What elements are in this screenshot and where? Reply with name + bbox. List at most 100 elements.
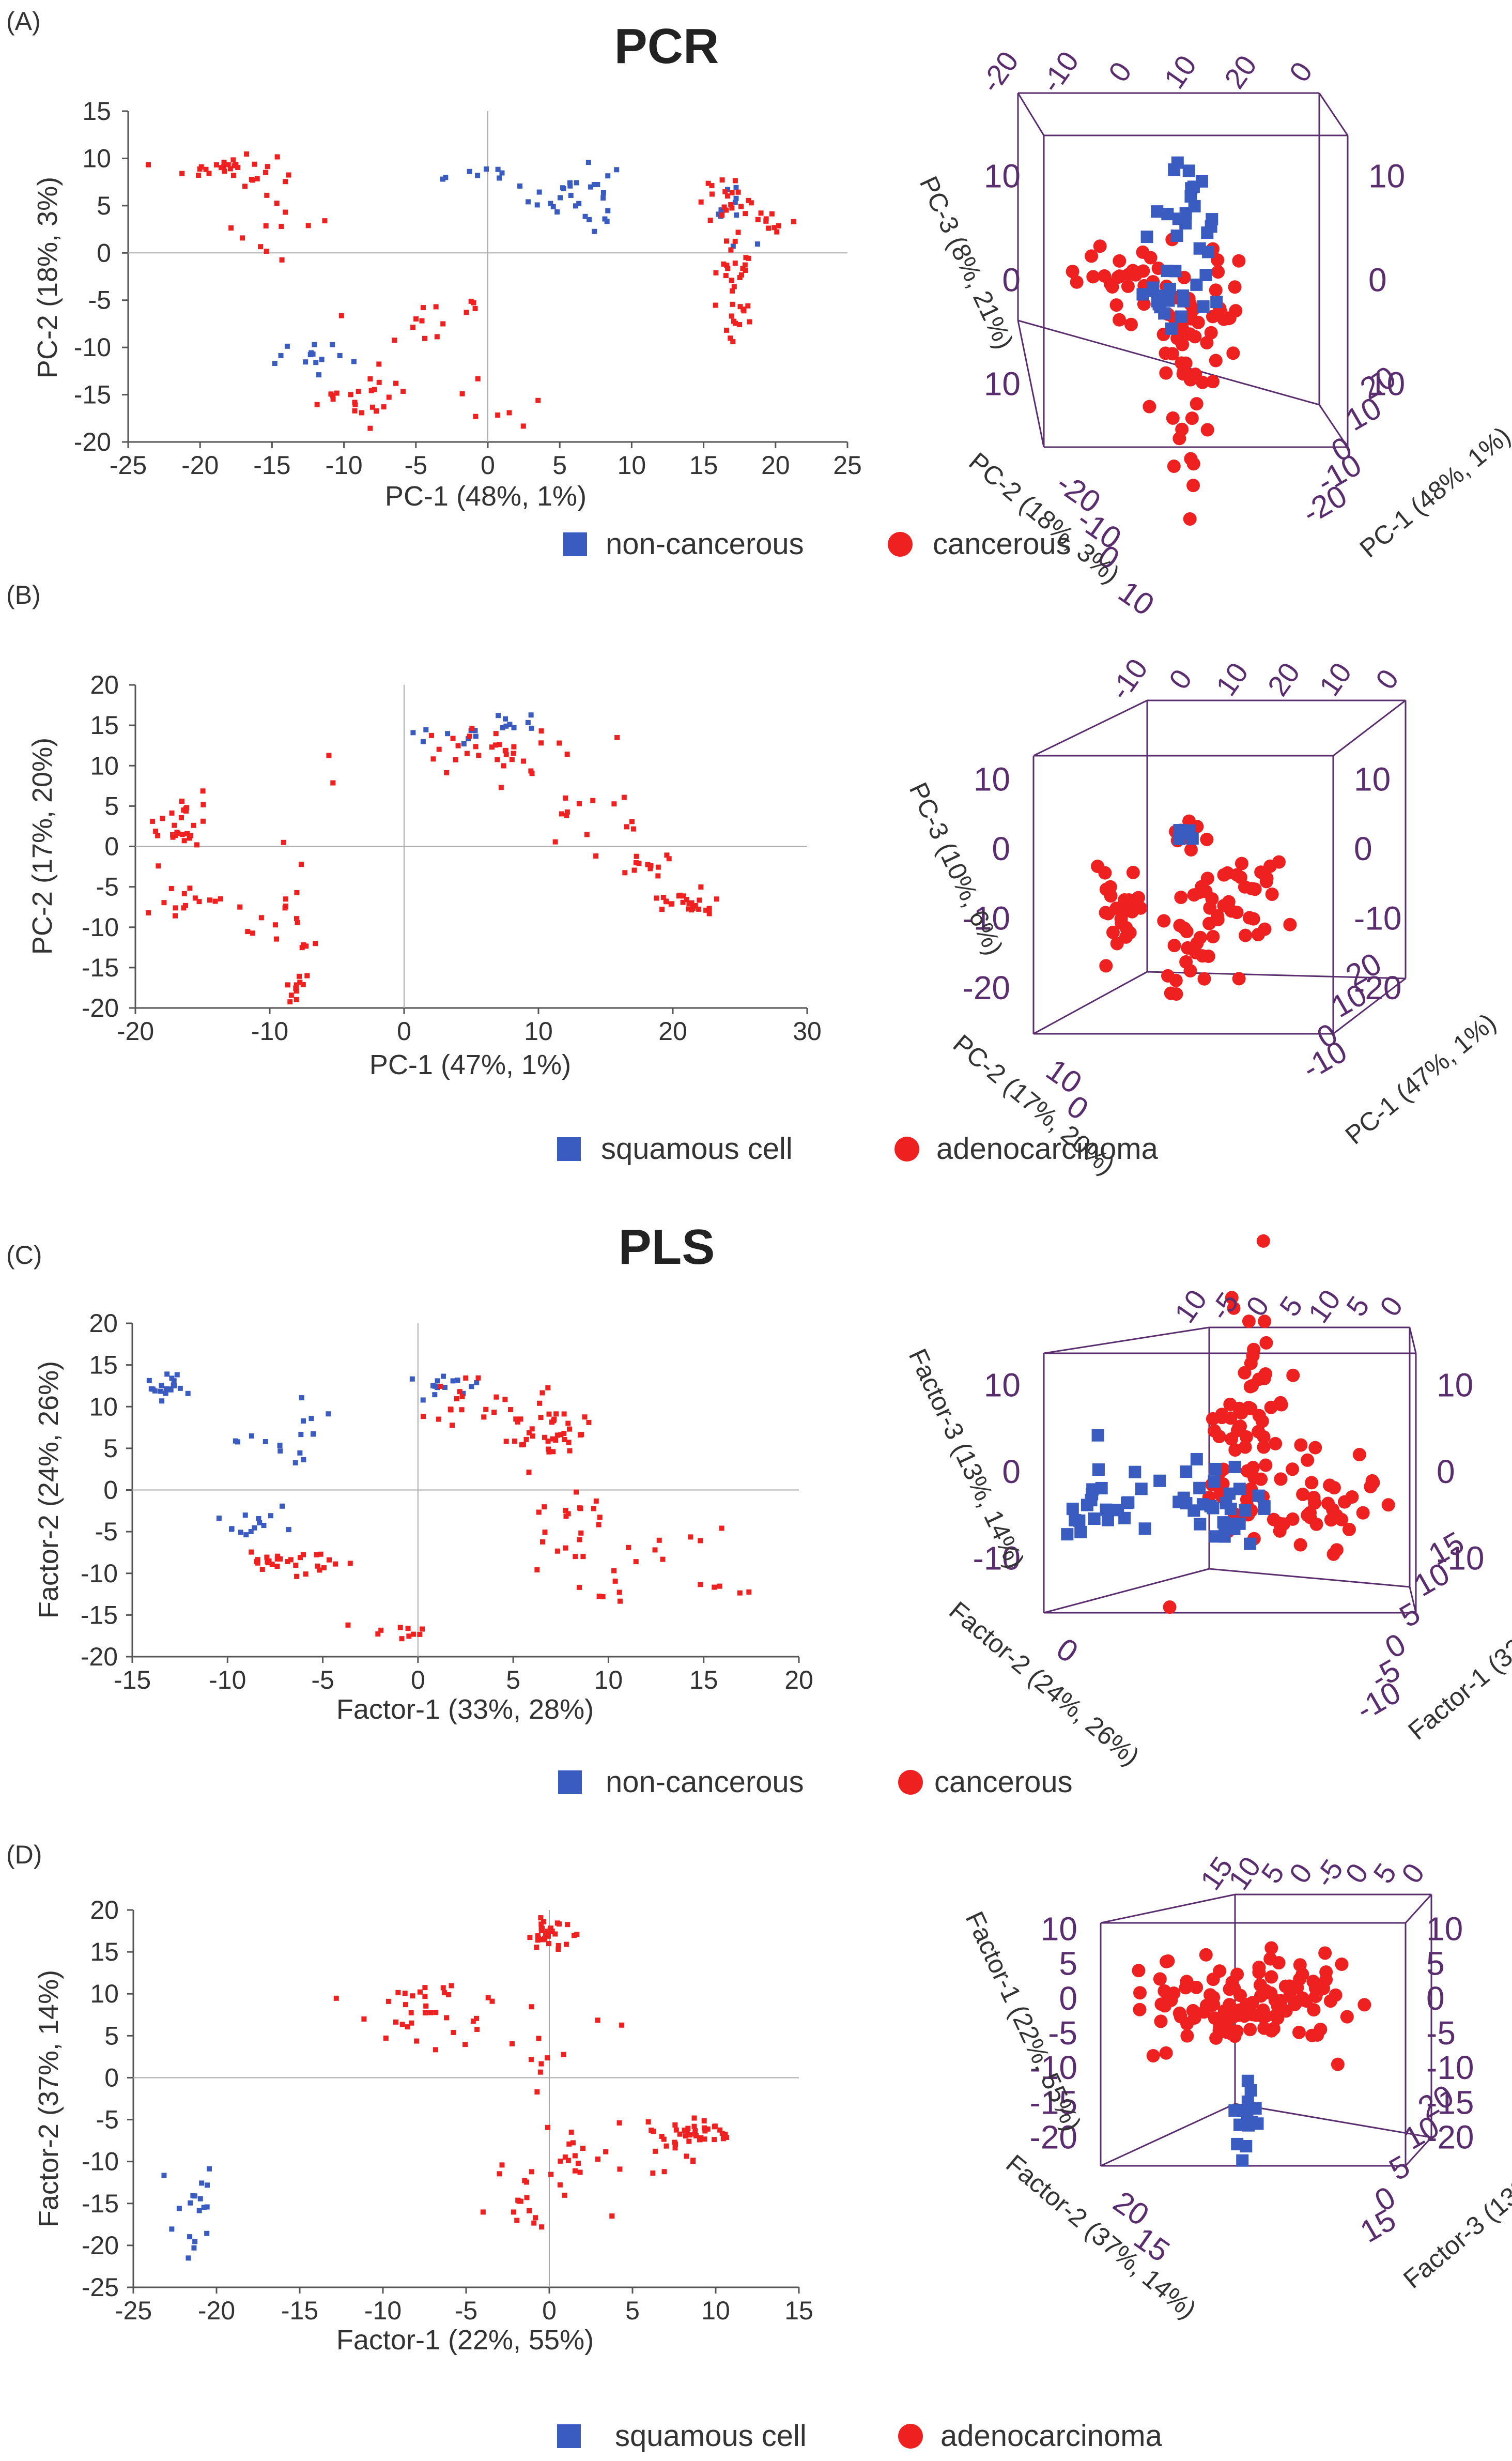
data-point-3d-red bbox=[1243, 2023, 1257, 2037]
data-point-red bbox=[559, 811, 564, 817]
data-point-red bbox=[514, 2218, 520, 2223]
data-point-3d-red bbox=[1208, 2011, 1222, 2025]
cube-edge bbox=[1017, 93, 1045, 136]
data-point-red bbox=[476, 753, 482, 758]
data-point-3d-red bbox=[1190, 397, 1204, 411]
cube-edge bbox=[1100, 2103, 1236, 2167]
data-point-red bbox=[577, 2169, 583, 2175]
data-point-red bbox=[207, 897, 212, 903]
data-point-red bbox=[293, 1563, 299, 1568]
cube-right-tick-label: 10 bbox=[1437, 1367, 1473, 1404]
data-point-red bbox=[448, 1407, 453, 1412]
data-point-blue bbox=[503, 723, 509, 729]
y-tick-label: 15 bbox=[82, 97, 111, 126]
data-point-red bbox=[686, 906, 691, 912]
data-point-red bbox=[720, 2136, 726, 2142]
data-point-3d-blue bbox=[1179, 217, 1192, 230]
data-point-3d-blue bbox=[1185, 182, 1198, 195]
data-point-3d-red bbox=[1301, 1453, 1315, 1467]
data-point-red bbox=[410, 325, 416, 330]
data-point-3d-red bbox=[1164, 986, 1178, 1000]
data-point-red bbox=[501, 763, 506, 769]
data-point-red bbox=[212, 898, 218, 904]
data-point-3d-blue bbox=[1088, 1512, 1101, 1525]
y-tick-label: 5 bbox=[104, 791, 119, 820]
data-point-red bbox=[173, 833, 178, 838]
data-point-3d-blue bbox=[1193, 1481, 1206, 1494]
data-point-3d-red bbox=[1099, 882, 1113, 896]
data-point-red bbox=[179, 832, 185, 837]
data-point-3d-red bbox=[1227, 1301, 1241, 1315]
data-point-3d-blue bbox=[1236, 2154, 1249, 2167]
data-point-red bbox=[269, 1562, 275, 1567]
data-point-3d-red bbox=[1286, 1512, 1300, 1526]
data-point-blue bbox=[591, 181, 597, 187]
data-point-red bbox=[660, 895, 666, 900]
data-point-3d-red bbox=[1179, 955, 1193, 969]
data-point-red bbox=[509, 757, 515, 762]
data-point-red bbox=[529, 1426, 535, 1432]
x-tick-label: -20 bbox=[198, 2296, 235, 2325]
data-point-3d-red bbox=[1207, 1997, 1221, 2011]
data-point-3d-blue bbox=[1100, 1503, 1113, 1516]
data-point-3d-red bbox=[1283, 1989, 1297, 2003]
data-point-red bbox=[697, 897, 702, 903]
red-circle-marker-icon bbox=[898, 1770, 923, 1795]
data-point-red bbox=[345, 1622, 351, 1628]
data-point-red bbox=[565, 1420, 571, 1426]
data-point-red bbox=[367, 376, 373, 382]
y-tick-label: -15 bbox=[74, 380, 111, 409]
data-point-red bbox=[230, 157, 236, 163]
data-point-red bbox=[511, 751, 516, 756]
data-point-red bbox=[457, 1389, 462, 1395]
data-point-blue bbox=[311, 1431, 316, 1436]
data-point-3d-red bbox=[1175, 356, 1189, 370]
panel-b-scatter-2d: -20 -10 0 10 20 30 -20 -15 -10 -5 0 5 10 15 20 PC-1 (47… bbox=[27, 670, 822, 1080]
data-point-red bbox=[408, 2010, 414, 2015]
data-point-blue bbox=[435, 1378, 440, 1384]
data-point-red bbox=[564, 813, 569, 818]
data-point-red bbox=[483, 1407, 489, 1412]
data-point-3d-red bbox=[1191, 315, 1205, 329]
data-point-red bbox=[546, 1449, 552, 1455]
cube-edge bbox=[1333, 977, 1406, 1035]
data-point-red bbox=[664, 2143, 669, 2149]
data-point-blue bbox=[445, 731, 451, 737]
y-tick-label: -20 bbox=[74, 427, 111, 456]
panel-a-scatter-2d: -25 -20 -15 -10 -5 0 5 10 15 20 25-20-15-10-505101… bbox=[32, 97, 862, 512]
data-point-red bbox=[274, 201, 280, 206]
data-point-red bbox=[735, 189, 741, 195]
data-point-red bbox=[254, 176, 260, 181]
data-point-blue bbox=[197, 2196, 203, 2202]
data-point-blue bbox=[536, 189, 542, 195]
cube-left-tick-label: 10 bbox=[1041, 1910, 1077, 1948]
data-point-red bbox=[656, 1537, 662, 1543]
data-point-blue bbox=[440, 176, 445, 182]
data-point-3d-red bbox=[1258, 922, 1272, 936]
data-point-blue bbox=[256, 1516, 261, 1521]
data-point-red bbox=[686, 2138, 692, 2144]
x-tick-label: 10 bbox=[594, 1665, 623, 1694]
data-point-3d-blue bbox=[1073, 1514, 1086, 1527]
data-point-red bbox=[429, 732, 435, 738]
cube-left-tick-label: 5 bbox=[1059, 1945, 1077, 1982]
data-point-red bbox=[712, 2137, 717, 2143]
y-tick-label: 10 bbox=[90, 751, 119, 780]
data-point-red bbox=[250, 177, 255, 183]
data-point-red bbox=[742, 262, 748, 268]
data-point-red bbox=[376, 361, 382, 367]
data-point-red bbox=[692, 2128, 698, 2134]
data-point-red bbox=[264, 249, 269, 254]
data-point-red bbox=[288, 1557, 294, 1563]
data-point-red bbox=[414, 2038, 420, 2044]
data-point-3d-red bbox=[1201, 950, 1215, 964]
red-circle-marker-icon bbox=[898, 2424, 923, 2449]
data-point-3d-blue bbox=[1223, 1487, 1236, 1500]
data-point-blue bbox=[495, 166, 501, 172]
data-point-red bbox=[577, 1584, 582, 1590]
data-point-blue bbox=[567, 180, 573, 186]
x-tick-label: -5 bbox=[311, 1665, 334, 1694]
data-point-red bbox=[542, 1504, 547, 1510]
data-point-red bbox=[489, 1998, 495, 2004]
data-point-red bbox=[683, 2133, 688, 2139]
